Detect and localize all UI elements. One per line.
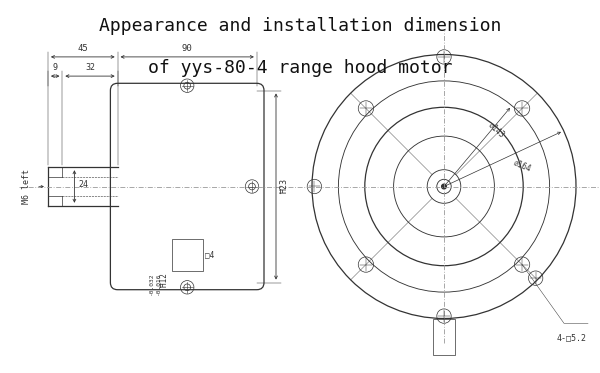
- Text: 32: 32: [85, 63, 95, 72]
- Text: 4-□5.2: 4-□5.2: [557, 333, 587, 342]
- Text: M6 left: M6 left: [22, 169, 31, 204]
- Bar: [172, 239, 203, 270]
- Text: -0.016: -0.016: [156, 273, 161, 295]
- Text: ∅143: ∅143: [486, 120, 506, 140]
- Text: -0.032: -0.032: [149, 273, 154, 295]
- Text: Ħ23: Ħ23: [280, 179, 289, 194]
- Text: 45: 45: [77, 44, 88, 53]
- Text: Ħ12: Ħ12: [160, 273, 169, 287]
- Text: □4: □4: [205, 250, 214, 259]
- Text: 9: 9: [53, 63, 58, 72]
- Text: ∅164: ∅164: [512, 158, 533, 173]
- Text: 90: 90: [182, 44, 193, 53]
- Text: 24: 24: [78, 180, 88, 189]
- Bar: [433, 319, 455, 354]
- Circle shape: [442, 184, 446, 189]
- Text: of yys-80-4 range hood motor: of yys-80-4 range hood motor: [148, 59, 452, 76]
- Text: Appearance and installation dimension: Appearance and installation dimension: [99, 17, 501, 35]
